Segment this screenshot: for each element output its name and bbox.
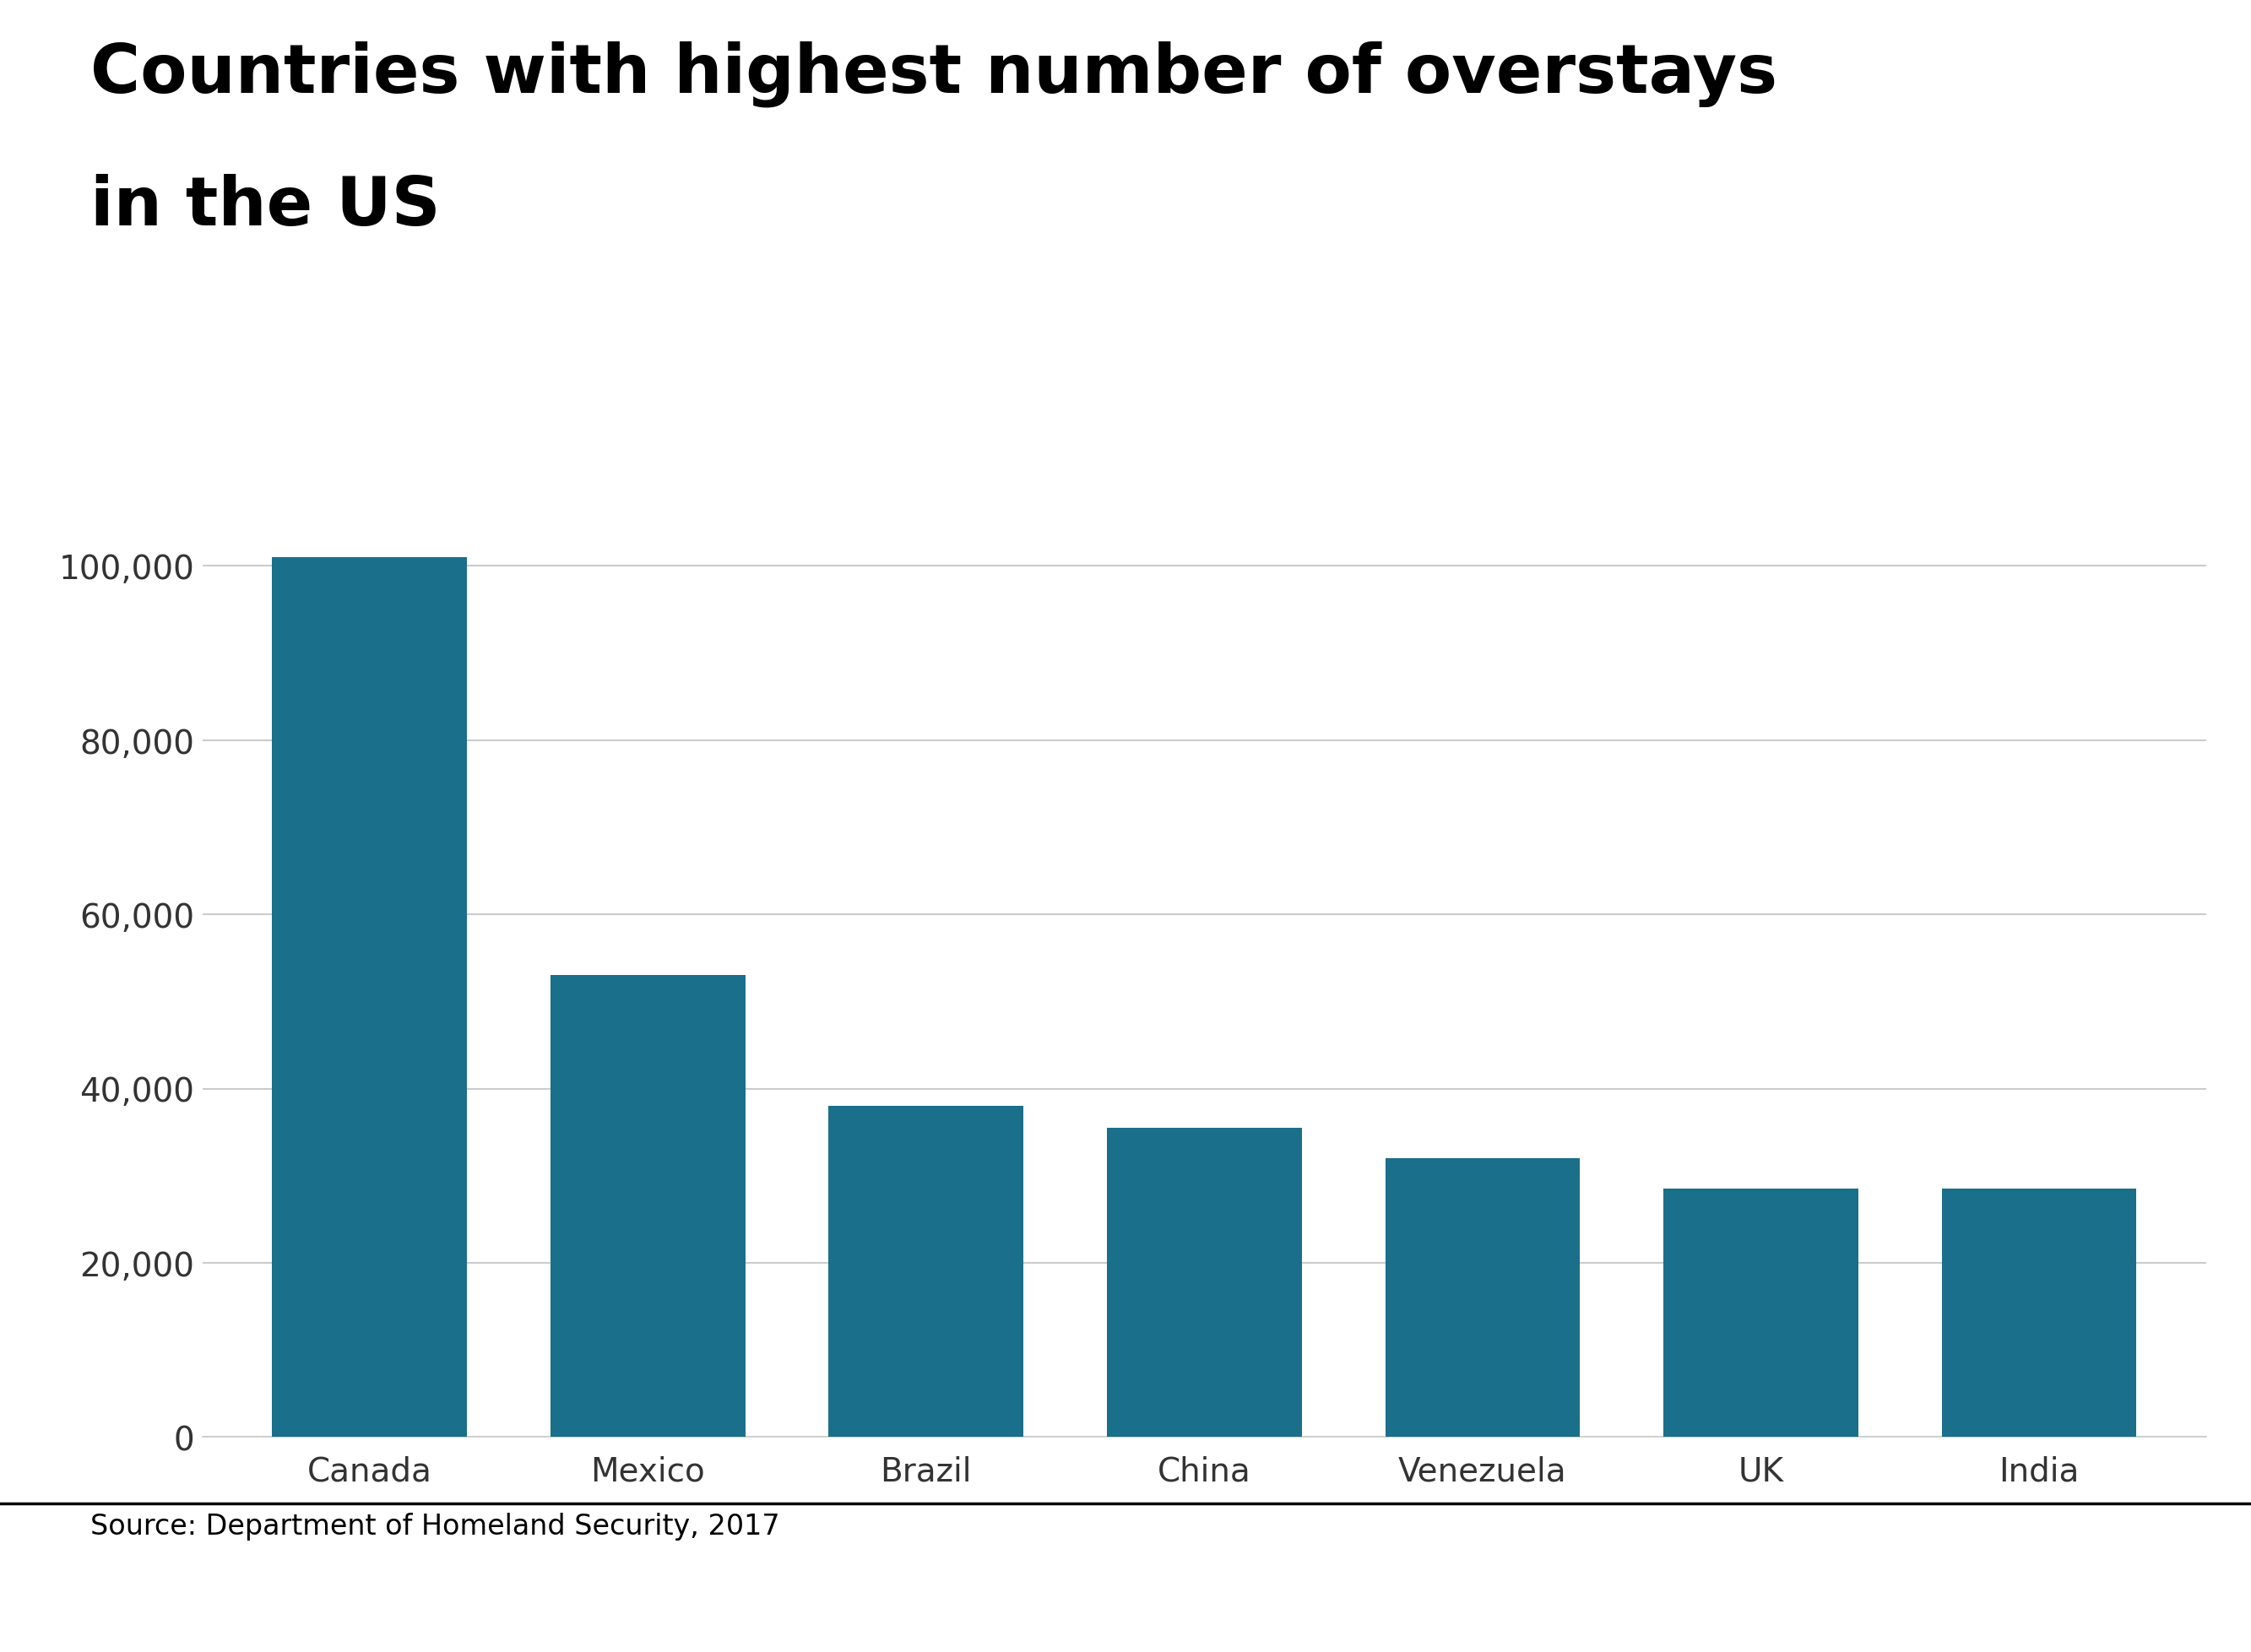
Bar (1943, 1189, 2136, 1437)
Bar (551, 976, 745, 1437)
Bar (1663, 1189, 1857, 1437)
Bar (828, 1107, 1024, 1437)
Text: C: C (2102, 1553, 2129, 1588)
Text: B: B (1945, 1553, 1972, 1588)
Bar (272, 557, 466, 1437)
Text: Source: Department of Homeland Security, 2017: Source: Department of Homeland Security,… (90, 1512, 779, 1540)
Text: in the US: in the US (90, 173, 441, 240)
Text: B: B (2024, 1553, 2051, 1588)
Bar (1107, 1128, 1301, 1437)
Bar (1384, 1158, 1580, 1437)
Text: Countries with highest number of overstays: Countries with highest number of oversta… (90, 41, 1776, 107)
